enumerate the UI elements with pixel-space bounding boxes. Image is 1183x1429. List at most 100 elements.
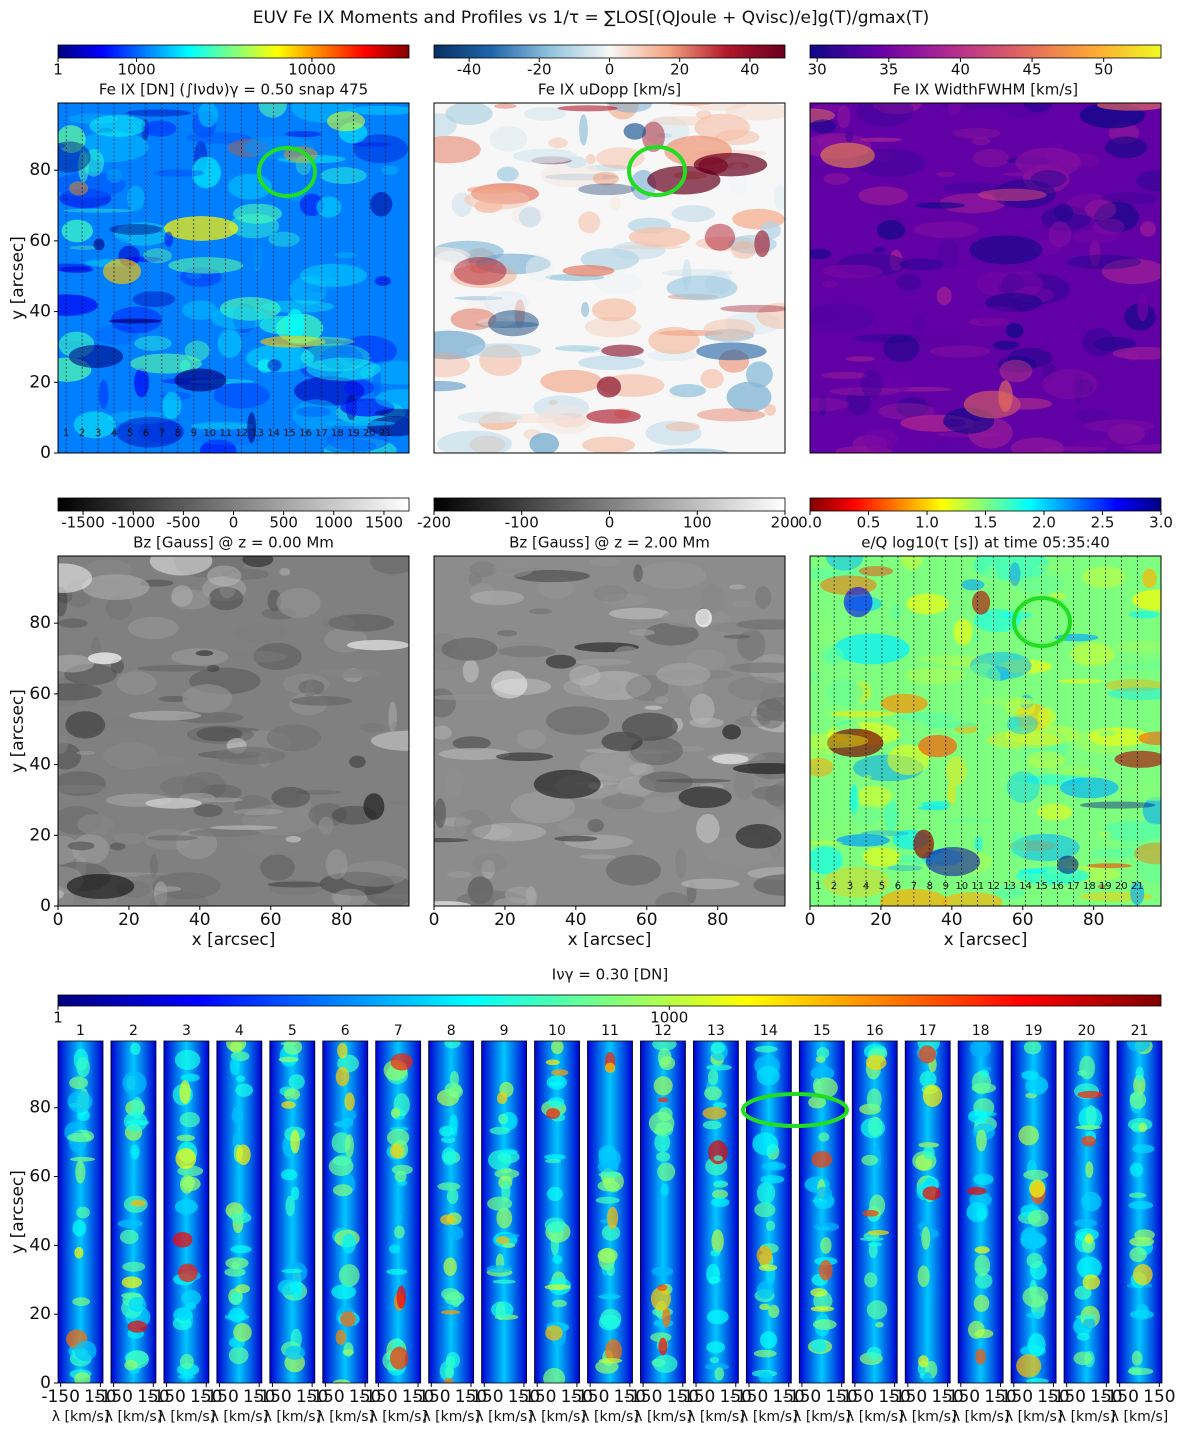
texture [1050, 592, 1067, 600]
y-tick-label: 40 [29, 302, 51, 322]
texture [968, 1109, 988, 1124]
texture [196, 726, 243, 742]
texture [765, 1220, 776, 1232]
texture [746, 361, 773, 388]
strip-label: 20 [1078, 1023, 1096, 1039]
texture [513, 148, 577, 164]
texture [217, 329, 242, 358]
texture [713, 1102, 727, 1109]
texture [516, 729, 546, 749]
texture [658, 1337, 668, 1356]
texture [633, 564, 643, 582]
x-axis-label: λ [km/s] [422, 1409, 479, 1425]
texture [446, 1188, 459, 1205]
texture [69, 1076, 89, 1090]
texture [496, 1207, 513, 1229]
texture [863, 774, 872, 780]
texture [964, 663, 1001, 691]
texture [487, 1196, 513, 1211]
texture [154, 886, 182, 892]
texture [388, 1244, 401, 1254]
colorbar-tick-label: 40 [951, 61, 970, 79]
texture [1020, 118, 1097, 142]
texture [219, 297, 281, 321]
colorbar-tick-label: 0 [229, 514, 239, 532]
texture [1014, 575, 1064, 593]
slit-label: 2 [831, 881, 837, 892]
x-tick-label: -150 [518, 1387, 557, 1407]
colorbar [433, 44, 786, 59]
strip-image [852, 1041, 898, 1383]
strip-label: 16 [866, 1023, 884, 1039]
strip-label: 4 [235, 1023, 244, 1039]
x-tick-label: 150 [190, 1387, 222, 1407]
texture [546, 1186, 563, 1202]
texture [208, 586, 244, 611]
texture [434, 688, 457, 718]
texture [1097, 884, 1106, 890]
texture [662, 1307, 671, 1328]
strip-frame [587, 1040, 633, 1384]
strip-image [322, 1041, 368, 1383]
texture [1132, 1264, 1153, 1286]
texture [810, 1287, 828, 1297]
texture [628, 629, 656, 636]
x-tick-label: 60 [636, 910, 658, 930]
texture [922, 1186, 941, 1201]
texture [105, 595, 132, 620]
y-tick-label: 60 [29, 231, 51, 251]
texture [446, 871, 473, 879]
texture [768, 1304, 780, 1318]
texture [867, 1229, 890, 1236]
texture [221, 568, 269, 580]
texture [490, 1301, 514, 1318]
texture [470, 590, 525, 606]
texture [110, 842, 126, 851]
slit-label: 7 [159, 428, 165, 439]
slit-label: 16 [1051, 881, 1064, 892]
texture [1115, 823, 1161, 850]
texture [551, 1041, 564, 1055]
texture [67, 841, 95, 851]
texture [184, 340, 210, 362]
texture [93, 238, 105, 251]
texture [810, 1306, 835, 1312]
texture [1142, 568, 1157, 589]
slit-label: 3 [847, 881, 853, 892]
texture [810, 119, 837, 134]
texture [335, 1329, 347, 1346]
texture [164, 216, 239, 241]
texture [1005, 698, 1036, 718]
texture [614, 646, 640, 660]
texture [936, 286, 952, 306]
texture [191, 156, 221, 189]
texture [1005, 592, 1022, 599]
x-axis-label: λ [km/s] [1058, 1409, 1115, 1425]
texture [228, 1346, 249, 1365]
texture [1131, 1350, 1143, 1366]
texture [756, 1245, 773, 1265]
texture [1066, 254, 1142, 270]
texture [119, 1229, 139, 1244]
x-tick-label: -150 [1047, 1387, 1086, 1407]
strip-frame [957, 1040, 1004, 1384]
texture [642, 121, 665, 152]
strip-frame [1010, 1040, 1057, 1384]
texture [69, 1156, 96, 1162]
texture [655, 891, 690, 906]
strip-frame [322, 1040, 369, 1384]
texture [441, 637, 498, 661]
texture [579, 114, 588, 146]
strip-image [640, 1041, 686, 1383]
y-tick-label: 0 [40, 443, 51, 463]
texture [434, 250, 470, 282]
texture [175, 1148, 197, 1170]
texture [610, 195, 621, 211]
texture [657, 1162, 676, 1182]
colorbar-tick-label: 0.0 [798, 514, 822, 532]
texture [866, 1346, 882, 1360]
texture [149, 556, 213, 576]
slit-label: 5 [879, 881, 885, 892]
x-tick-label: -150 [730, 1387, 769, 1407]
texture [341, 1117, 354, 1129]
